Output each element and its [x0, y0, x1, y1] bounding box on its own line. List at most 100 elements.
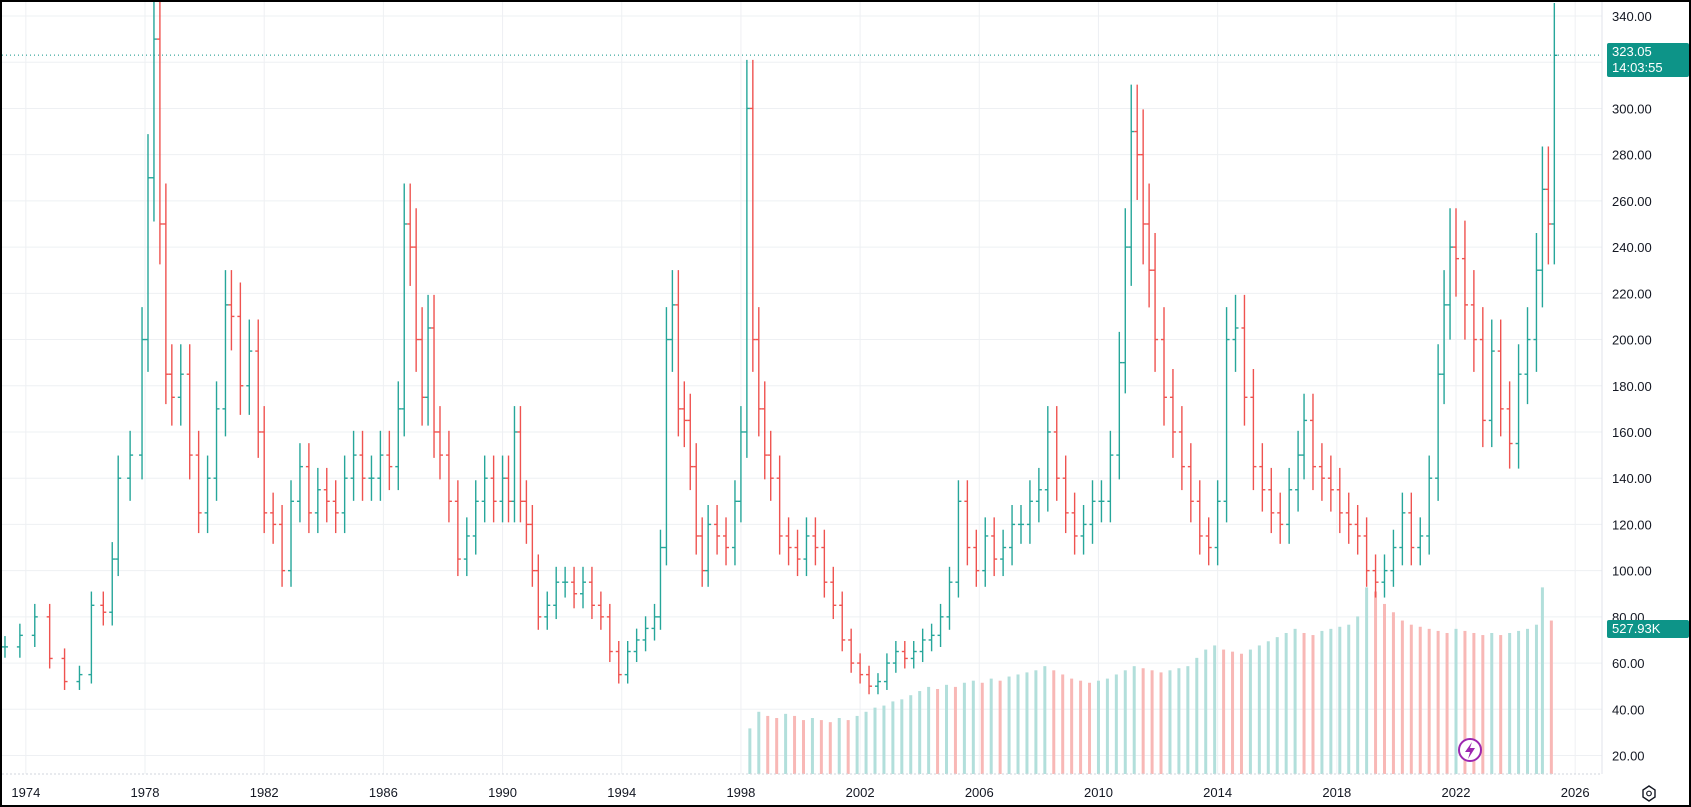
- volume-bar: [1549, 620, 1553, 774]
- last-price-value: 323.05: [1612, 44, 1652, 59]
- volume-bar: [1231, 651, 1235, 774]
- y-tick-label: 260.00: [1612, 194, 1652, 209]
- volume-bar: [1159, 672, 1163, 774]
- volume-bar: [1293, 628, 1297, 774]
- volume-bar: [1526, 628, 1530, 774]
- volume-bar: [1204, 649, 1208, 774]
- y-tick-label: 300.00: [1612, 101, 1652, 116]
- y-tick-label: 340.00: [1612, 9, 1652, 24]
- volume-bar: [1168, 670, 1172, 774]
- volume-bar: [1463, 630, 1467, 774]
- volume-bar: [1365, 587, 1369, 774]
- volume-bar: [1034, 670, 1038, 774]
- x-tick-label: 2018: [1322, 785, 1351, 800]
- volume-bar: [1427, 628, 1431, 774]
- volume-bar: [1445, 632, 1449, 774]
- y-tick-label: 40.00: [1612, 702, 1645, 717]
- y-tick-label: 100.00: [1612, 564, 1652, 579]
- crosshair-layer: [2, 54, 1602, 762]
- volume-bar: [1329, 628, 1333, 774]
- volume-bar: [1025, 672, 1029, 774]
- lightning-icon-glyph: [1465, 742, 1475, 759]
- volume-bar: [864, 711, 868, 774]
- volume-bar: [1517, 630, 1521, 774]
- settings-hexagon-icon[interactable]: [1642, 785, 1656, 802]
- volume-value: 527.93K: [1612, 621, 1661, 636]
- volume-bar: [936, 688, 940, 774]
- volume-bar: [855, 715, 859, 774]
- volume-bar: [1382, 603, 1386, 774]
- volume-bar: [828, 722, 832, 774]
- volume-bar: [1508, 632, 1512, 774]
- volume-bar: [1114, 674, 1118, 774]
- y-tick-label: 160.00: [1612, 425, 1652, 440]
- volume-bar: [1481, 635, 1485, 774]
- x-tick-label: 2010: [1084, 785, 1113, 800]
- y-tick-label: 240.00: [1612, 240, 1652, 255]
- x-tick-label: 2006: [965, 785, 994, 800]
- volume-bar: [748, 728, 752, 774]
- x-tick-label: 1986: [369, 785, 398, 800]
- y-tick-label: 220.00: [1612, 286, 1652, 301]
- volume-bar: [953, 686, 957, 774]
- volume-bar: [1266, 641, 1270, 774]
- volume-bar: [1347, 624, 1351, 774]
- x-tick-label: 2014: [1203, 785, 1232, 800]
- bar-countdown: 14:03:55: [1612, 60, 1663, 75]
- volume-bar: [1472, 632, 1476, 774]
- volume-bar: [1400, 620, 1404, 774]
- volume-bar: [837, 718, 841, 774]
- x-tick-label: 2002: [846, 785, 875, 800]
- volume-bar: [775, 718, 779, 774]
- volume-badge: 527.93K: [1607, 620, 1689, 638]
- volume-bar: [1534, 624, 1538, 774]
- volume-bar: [1490, 632, 1494, 774]
- volume-bar: [945, 684, 949, 774]
- volume-bar: [1320, 630, 1324, 774]
- volume-bar: [962, 682, 966, 774]
- volume-bar: [846, 720, 850, 774]
- y-tick-label: 280.00: [1612, 148, 1652, 163]
- volume-bar: [1275, 637, 1279, 774]
- volume-bar: [998, 680, 1002, 774]
- volume-bar: [1257, 645, 1261, 774]
- volume-bar: [971, 680, 975, 774]
- volume-bar: [1222, 649, 1226, 774]
- volume-bar: [1418, 626, 1422, 774]
- settings-hexagon-center: [1646, 790, 1652, 797]
- volume-bar: [1499, 635, 1503, 774]
- volume-bar: [1123, 670, 1127, 774]
- y-tick-label: 20.00: [1612, 749, 1645, 764]
- volume-layer: [748, 587, 1553, 774]
- volume-bar: [1284, 632, 1288, 774]
- volume-bar: [882, 705, 886, 774]
- volume-bar: [1132, 666, 1136, 774]
- x-tick-label: 1978: [131, 785, 160, 800]
- volume-bar: [1007, 676, 1011, 774]
- volume-bar: [1409, 624, 1413, 774]
- time-axis: 1974 1978 1982 1986 1990 1994 1998 2002 2006 2010…: [2, 773, 1656, 802]
- volume-bar: [909, 695, 913, 774]
- x-tick-label: 1990: [488, 785, 517, 800]
- x-tick-label: 1998: [726, 785, 755, 800]
- y-tick-label: 140.00: [1612, 471, 1652, 486]
- volume-bar: [1105, 678, 1109, 774]
- y-tick-label: 180.00: [1612, 379, 1652, 394]
- volume-bar: [1186, 666, 1190, 774]
- volume-bar: [927, 686, 931, 774]
- volume-bar: [1088, 682, 1092, 774]
- volume-bar: [810, 718, 814, 774]
- x-tick-label: 1994: [607, 785, 636, 800]
- y-tick-label: 200.00: [1612, 333, 1652, 348]
- volume-bar: [1150, 670, 1154, 774]
- x-tick-label: 2026: [1561, 785, 1590, 800]
- volume-bar: [1043, 666, 1047, 774]
- volume-bar: [918, 691, 922, 774]
- x-tick-label: 1982: [250, 785, 279, 800]
- lightning-icon[interactable]: [1458, 738, 1482, 762]
- volume-bar: [1079, 680, 1083, 774]
- volume-bar: [1540, 587, 1544, 774]
- grid-layer: [2, 2, 1602, 774]
